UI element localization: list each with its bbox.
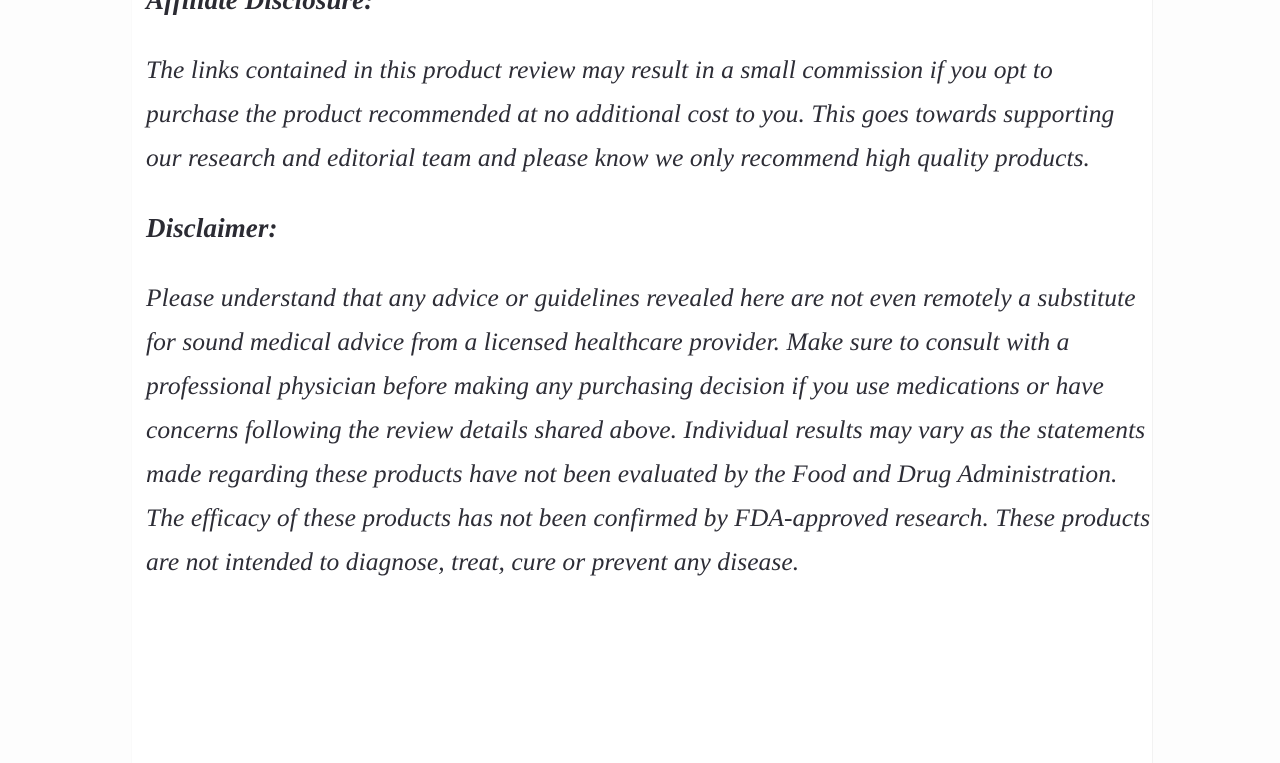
spacer-after-disclaimer-heading (146, 250, 1151, 276)
disclaimer-paragraph: Please understand that any advice or gui… (146, 283, 1151, 576)
spacer-after-affiliate-paragraph (146, 180, 1151, 206)
affiliate-disclosure-paragraph: The links contained in this product revi… (146, 55, 1115, 172)
spacer-after-affiliate-heading (146, 22, 1151, 48)
article-body: Affiliate Disclosure: The links containe… (146, 0, 1151, 584)
article-content-container: Affiliate Disclosure: The links containe… (131, 0, 1153, 763)
disclaimer-heading: Disclaimer: (146, 213, 278, 243)
affiliate-disclosure-heading: Affiliate Disclosure: (146, 0, 374, 15)
